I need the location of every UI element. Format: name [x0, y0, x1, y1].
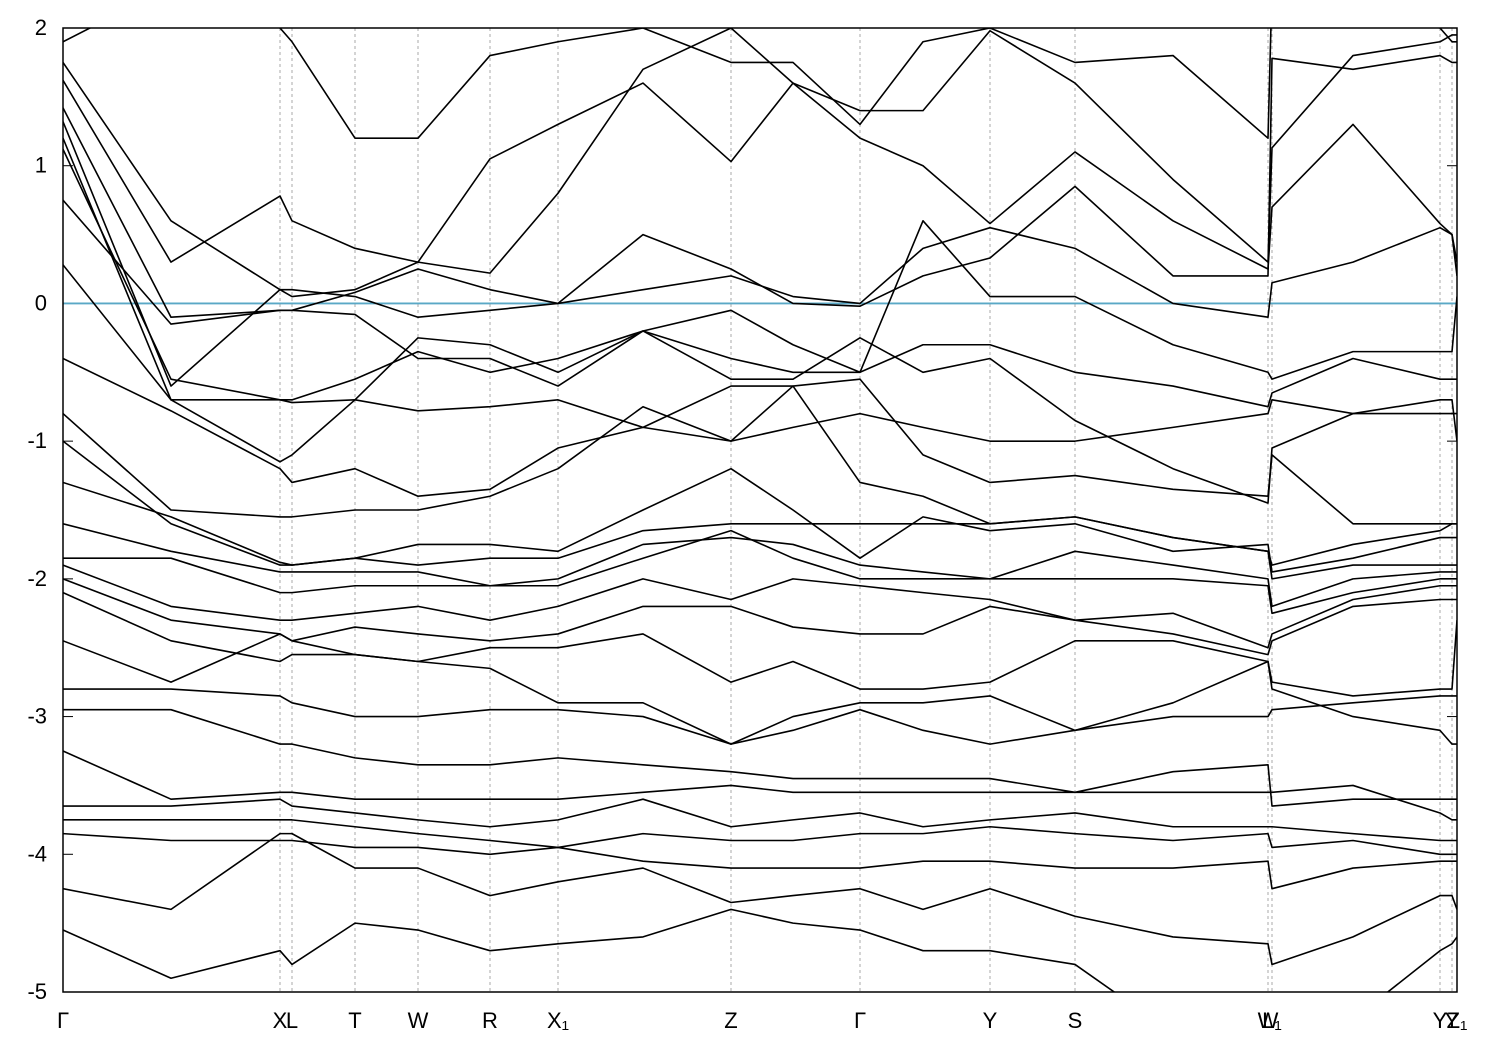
band-line	[63, 819, 1457, 856]
x-tick-label: Z	[724, 1008, 737, 1033]
band-line	[63, 264, 1457, 442]
band-line	[63, 832, 1457, 966]
band-line	[63, 564, 1457, 649]
x-tick-label: S	[1068, 1008, 1083, 1033]
y-tick-label: -5	[27, 979, 47, 1004]
band-line	[63, 798, 1457, 842]
band-line	[63, 385, 1457, 566]
band-line	[63, 750, 1457, 821]
band-line	[63, 591, 1457, 697]
y-tick-label: -4	[27, 841, 47, 866]
x-tick-label: T	[348, 1008, 361, 1033]
x-tick-label: R	[482, 1008, 498, 1033]
x-tick-label: Γ	[57, 1008, 69, 1033]
y-tick-label: -1	[27, 428, 47, 453]
band-line	[63, 29, 1457, 263]
y-tick-label: -3	[27, 704, 47, 729]
band-line	[63, 28, 1457, 139]
band-line	[63, 481, 1457, 580]
band-line	[63, 357, 1457, 525]
y-tick-label: -2	[27, 566, 47, 591]
bands-layer	[63, 28, 1457, 992]
x-tick-label: X₁	[547, 1008, 569, 1033]
band-line	[63, 578, 1457, 656]
x-tick-label: Γ	[854, 1008, 866, 1033]
x-tick-label: W	[1258, 1008, 1279, 1033]
x-tick-label: Z₁	[1447, 1008, 1468, 1033]
band-line	[63, 708, 1457, 807]
band-line	[63, 832, 1457, 890]
x-tick-label: Y	[1433, 1008, 1448, 1033]
band-line	[63, 908, 1457, 992]
band-line	[63, 121, 1457, 387]
band-line	[63, 199, 1457, 504]
x-tick-label: L	[286, 1008, 298, 1033]
band-line	[63, 522, 1457, 608]
band-line	[63, 633, 1457, 745]
band-line	[63, 529, 1457, 615]
y-tick-label: 2	[35, 15, 47, 40]
y-tick-label: 1	[35, 153, 47, 178]
x-tick-label: L₁	[1262, 1008, 1282, 1033]
band-line	[63, 688, 1457, 745]
x-tick-label: W	[408, 1008, 429, 1033]
plot-frame	[62, 27, 1458, 993]
band-line	[63, 54, 1457, 318]
y-tick-label: 0	[35, 290, 47, 315]
x-tick-label: Y	[983, 1008, 998, 1033]
band-line	[63, 148, 1457, 408]
x-tick-label: Y	[1445, 1008, 1460, 1033]
x-tick-label: X	[273, 1008, 288, 1033]
